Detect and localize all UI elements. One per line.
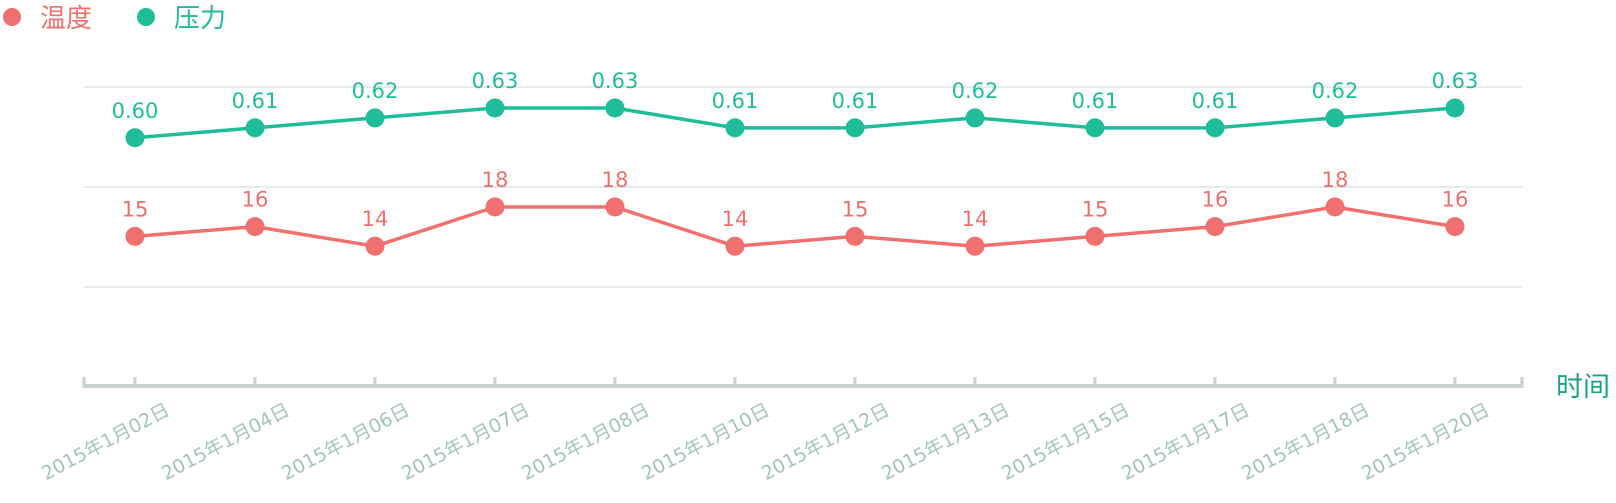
- x-tick-label: 2015年1月08日: [518, 399, 653, 485]
- data-label: 14: [722, 207, 749, 231]
- data-point: [845, 226, 865, 246]
- data-label: 15: [122, 197, 149, 221]
- data-label: 18: [1322, 168, 1349, 192]
- legend-label: 压力: [174, 4, 226, 34]
- data-point: [725, 118, 745, 138]
- data-point: [1085, 118, 1105, 138]
- data-point: [485, 98, 505, 118]
- data-point: [1205, 118, 1225, 138]
- series-group: 15 16 14 18 18 14 15 14 15 16 18 16 0.60 0.61 0.62 0.63…: [112, 69, 1479, 256]
- data-label: 18: [482, 168, 509, 192]
- legend-item: 压力: [137, 4, 226, 34]
- data-point: [365, 236, 385, 256]
- legend: 温度 压力: [3, 4, 226, 34]
- data-label: 15: [842, 197, 869, 221]
- data-label: 0.63: [592, 69, 639, 93]
- data-point: [1445, 217, 1465, 237]
- data-label: 18: [602, 168, 629, 192]
- legend-marker: [3, 8, 21, 26]
- x-tick-label: 2015年1月06日: [278, 399, 413, 485]
- series-line: [134, 205, 1456, 248]
- x-tick-label: 2015年1月04日: [158, 399, 293, 485]
- data-label: 14: [362, 207, 389, 231]
- data-label: 0.61: [832, 89, 879, 113]
- series-1: 15 16 14 18 18 14 15 14 15 16 18 16: [122, 168, 1469, 256]
- data-point: [725, 236, 745, 256]
- data-point: [965, 108, 985, 128]
- x-tick-label: 2015年1月15日: [998, 399, 1133, 485]
- series-2: 0.60 0.61 0.62 0.63 0.63 0.61 0.61 0.62 0.61 0.61…: [112, 69, 1479, 148]
- x-tick-label: 2015年1月12日: [758, 399, 893, 485]
- data-point: [125, 128, 145, 148]
- data-label: 16: [1442, 188, 1469, 212]
- grid-lines: [84, 86, 1522, 288]
- data-point: [1445, 98, 1465, 118]
- legend-item: 温度: [3, 4, 92, 34]
- data-point: [1325, 197, 1345, 217]
- data-point: [605, 197, 625, 217]
- data-label: 0.61: [712, 89, 759, 113]
- data-point: [1325, 108, 1345, 128]
- data-label: 15: [1082, 197, 1109, 221]
- x-axis-title: 时间: [1556, 372, 1610, 403]
- data-point: [245, 118, 265, 138]
- data-label: 0.63: [472, 69, 519, 93]
- legend-marker: [137, 8, 155, 26]
- data-point: [365, 108, 385, 128]
- data-label: 0.61: [1072, 89, 1119, 113]
- x-axis: 2015年1月02日2015年1月04日2015年1月06日2015年1月07日…: [38, 372, 1610, 485]
- data-label: 0.62: [952, 79, 999, 103]
- data-label: 0.61: [232, 89, 279, 113]
- data-label: 16: [242, 188, 269, 212]
- data-point: [965, 236, 985, 256]
- data-point: [1205, 217, 1225, 237]
- series-line: [134, 106, 1456, 140]
- data-point: [245, 217, 265, 237]
- data-point: [125, 226, 145, 246]
- x-tick-label: 2015年1月17日: [1118, 399, 1253, 485]
- data-point: [845, 118, 865, 138]
- x-tick-label: 2015年1月07日: [398, 399, 533, 485]
- data-label: 0.61: [1192, 89, 1239, 113]
- legend-label: 温度: [40, 4, 92, 34]
- data-point: [1085, 226, 1105, 246]
- x-tick-label: 2015年1月10日: [638, 399, 773, 485]
- x-tick-label: 2015年1月02日: [38, 399, 173, 485]
- data-label: 14: [962, 207, 989, 231]
- data-point: [605, 98, 625, 118]
- data-point: [485, 197, 505, 217]
- data-label: 0.60: [112, 99, 159, 123]
- x-tick-label: 2015年1月20日: [1358, 399, 1493, 485]
- data-label: 0.62: [352, 79, 399, 103]
- data-label: 0.62: [1312, 79, 1359, 103]
- x-tick-label: 2015年1月18日: [1238, 399, 1373, 485]
- data-label: 0.63: [1432, 69, 1479, 93]
- data-label: 16: [1202, 188, 1229, 212]
- x-tick-label: 2015年1月13日: [878, 399, 1013, 485]
